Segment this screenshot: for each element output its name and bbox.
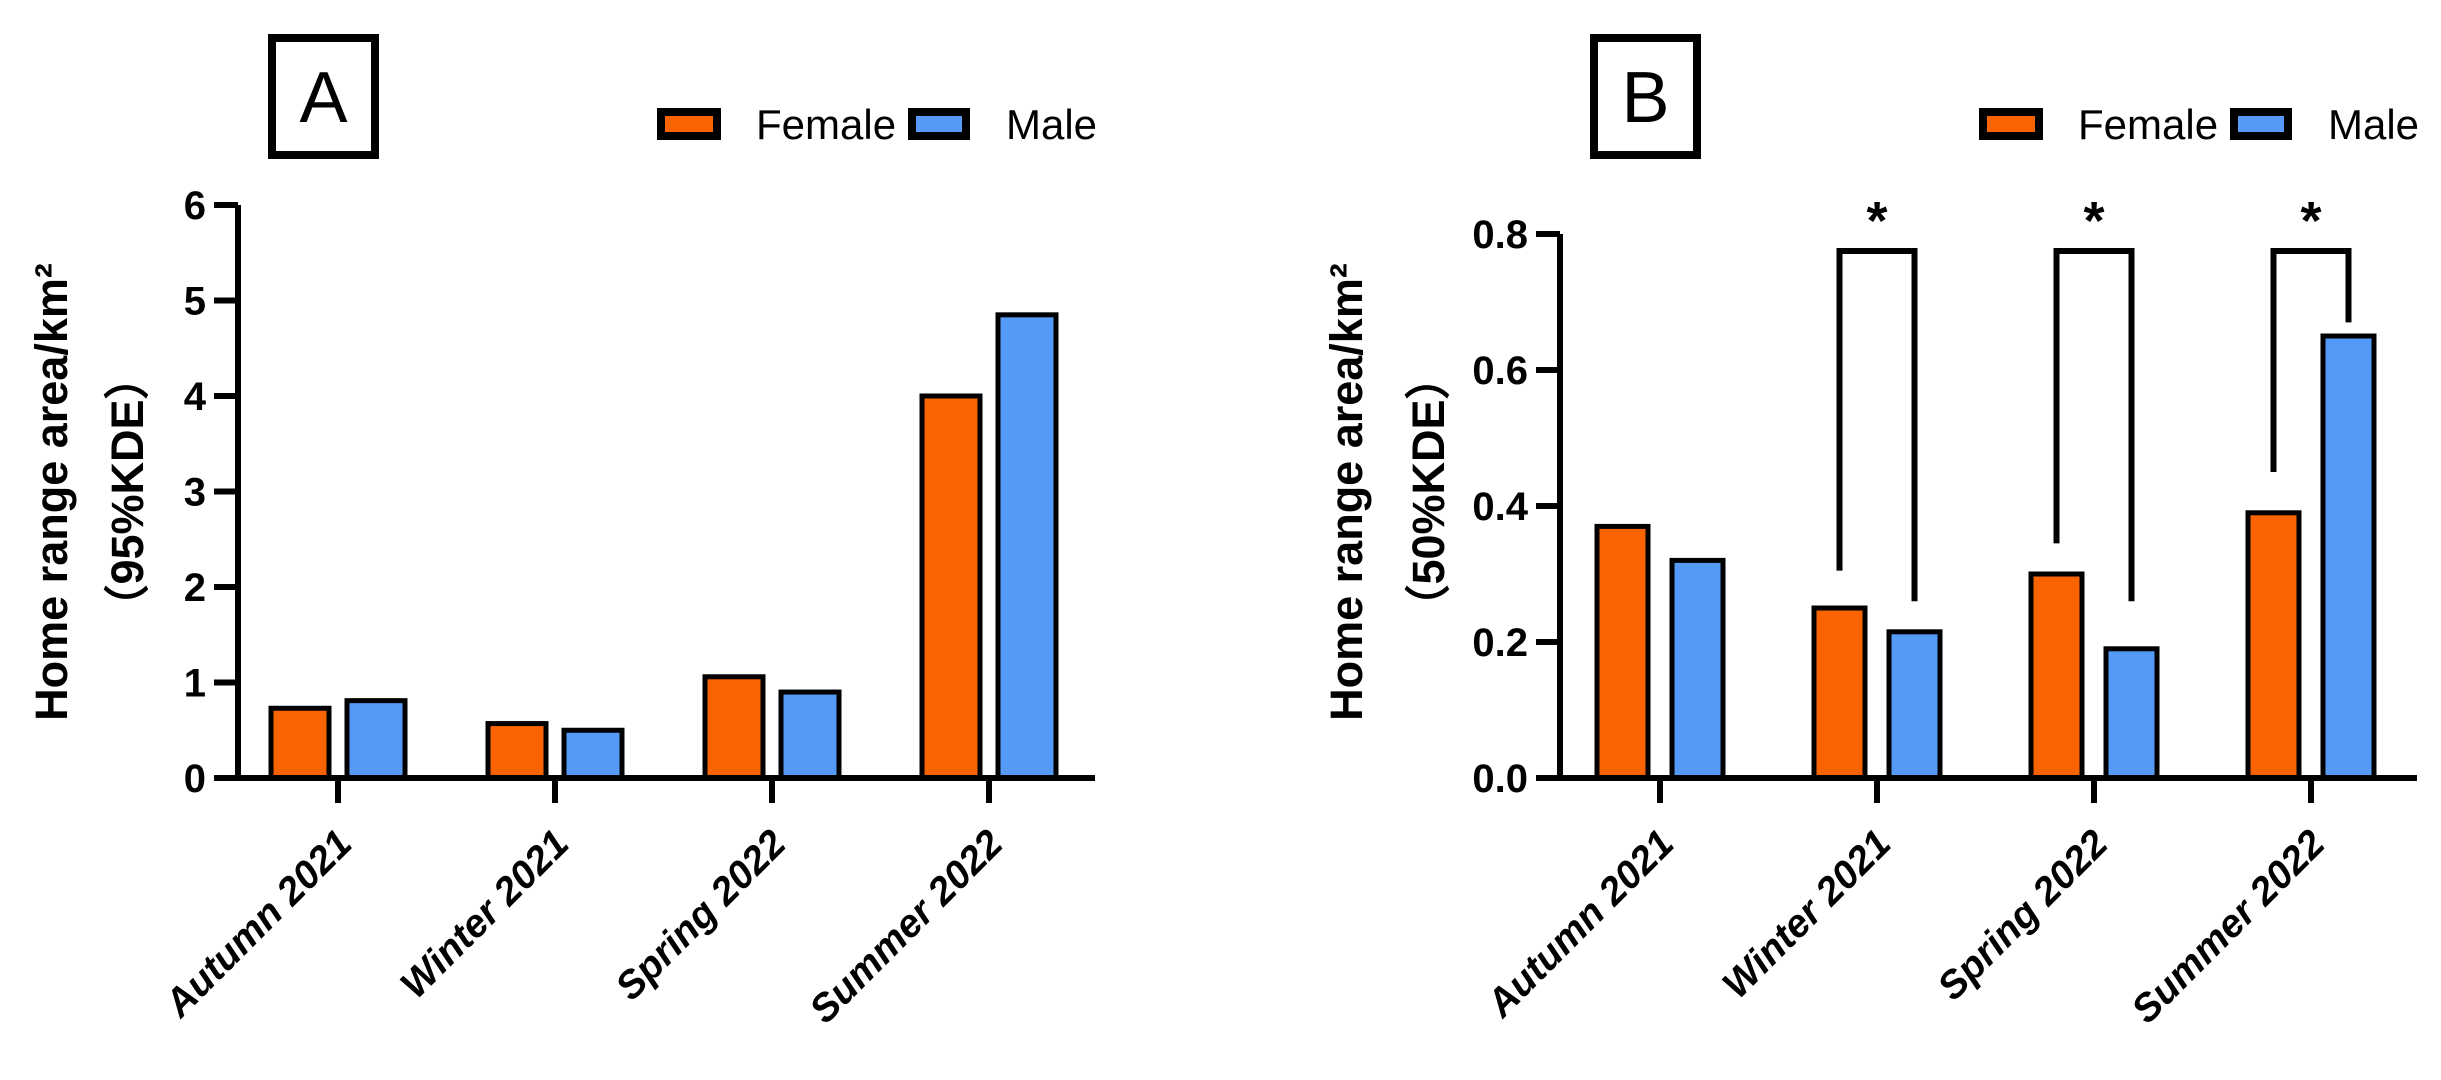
- legend-b: Female Male: [1979, 101, 2419, 148]
- bar-female-autumn-2021: [1594, 523, 1651, 781]
- y-tick-label-b-3: 0.6: [1472, 349, 1528, 393]
- bar-female-spring-2022: [2028, 571, 2085, 781]
- panel-letter-box-b: [1590, 34, 1701, 159]
- y-axis-label2-b: （50%KDE）: [1403, 354, 1454, 629]
- legend-female-label: Female: [2078, 101, 2218, 148]
- legend-male-swatch: [2230, 108, 2292, 140]
- legend-male-label: Male: [1006, 101, 1097, 148]
- significance-bracket-spring-2022: [2053, 248, 2135, 602]
- bar-male-spring-2022: [778, 689, 842, 781]
- bar-female-summer-2022: [919, 393, 983, 781]
- y-tick-label-a-6: 6: [184, 184, 206, 228]
- x-tick-label-a-summer-2022: Summer 2022: [802, 822, 1012, 1032]
- legend-female-label: Female: [756, 101, 896, 148]
- y-axis-label2-a: （95%KDE）: [102, 354, 153, 629]
- panel-letter-b: B: [1621, 58, 1669, 138]
- bar-female-winter-2021: [1811, 605, 1868, 781]
- bar-female-winter-2021: [485, 721, 549, 781]
- legend-male-swatch: [908, 108, 970, 140]
- legend-female-swatch: [1979, 108, 2043, 140]
- panel-letter-box-a: [268, 34, 379, 159]
- x-tick-label-b-winter-2021: Winter 2021: [1714, 822, 1899, 1007]
- bar-male-autumn-2021: [344, 698, 408, 781]
- x-tick-label-a-spring-2022: Spring 2022: [608, 822, 795, 1009]
- bar-male-winter-2021: [561, 727, 625, 781]
- significance-star-spring-2022: *: [2083, 191, 2104, 251]
- legend-a: Female Male: [657, 101, 1097, 148]
- significance-star-winter-2021: *: [1866, 191, 1887, 251]
- bar-female-autumn-2021: [268, 705, 332, 781]
- x-tick-label-b-summer-2022: Summer 2022: [2124, 822, 2334, 1032]
- x-tick-label-b-spring-2022: Spring 2022: [1930, 822, 2117, 1009]
- panel-a: A Female Male Home range area/km² （95%KDE） 0 1…: [26, 34, 1097, 1032]
- y-tick-label-a-1: 1: [184, 662, 206, 706]
- y-tick-label-a-5: 5: [184, 280, 206, 324]
- bar-male-winter-2021: [1886, 629, 1943, 781]
- bar-male-spring-2022: [2103, 646, 2160, 781]
- y-tick-label-b-4: 0.8: [1472, 213, 1528, 257]
- bar-male-summer-2022: [995, 312, 1059, 781]
- legend-male-label: Male: [2328, 101, 2419, 148]
- x-tick-label-a-winter-2021: Winter 2021: [392, 822, 577, 1007]
- y-tick-label-a-4: 4: [184, 375, 207, 419]
- y-tick-label-a-0: 0: [184, 757, 206, 801]
- significance-bracket-summer-2022: [2270, 248, 2352, 472]
- significance-star-summer-2022: *: [2300, 191, 2321, 251]
- y-tick-label-b-0: 0.0: [1472, 757, 1528, 801]
- bar-male-autumn-2021: [1669, 557, 1726, 781]
- y-tick-label-b-1: 0.2: [1472, 621, 1528, 665]
- x-tick-label-a-autumn-2021: Autumn 2021: [156, 822, 360, 1026]
- bar-female-summer-2022: [2245, 510, 2302, 781]
- bar-male-summer-2022: [2320, 333, 2377, 781]
- x-tick-label-b-autumn-2021: Autumn 2021: [1478, 822, 1682, 1026]
- y-tick-label-a-2: 2: [184, 566, 206, 610]
- y-axis-label-b: Home range area/km²: [1321, 263, 1372, 721]
- y-tick-label-a-3: 3: [184, 471, 206, 515]
- y-axis-label-a: Home range area/km²: [26, 263, 77, 721]
- significance-bracket-winter-2021: [1836, 248, 1918, 602]
- panel-b: B Female Male Home range area/km² （50%KDE） 0.…: [1321, 34, 2419, 1032]
- y-tick-label-b-2: 0.4: [1472, 485, 1528, 529]
- panel-letter-a: A: [299, 58, 347, 138]
- bar-female-spring-2022: [702, 674, 766, 781]
- legend-female-swatch: [657, 108, 721, 140]
